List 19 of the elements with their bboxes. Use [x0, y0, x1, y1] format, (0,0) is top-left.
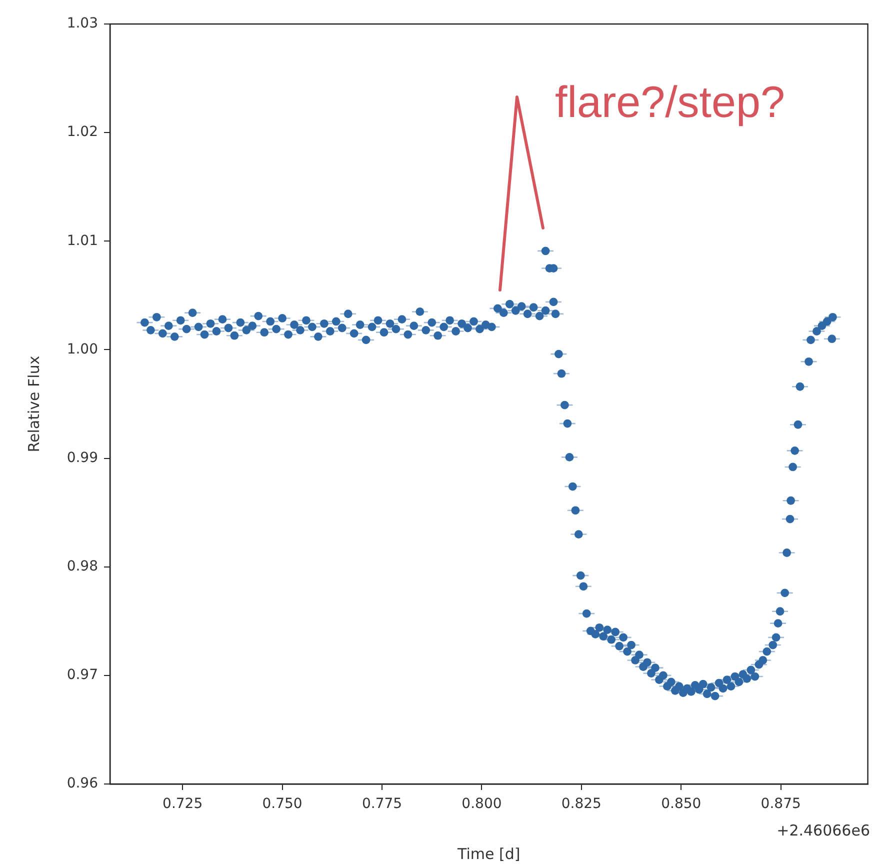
x-tick-label: 0.875: [760, 796, 801, 812]
y-tick-label: 1.03: [66, 16, 98, 32]
annotation: flare?/step?: [555, 78, 785, 127]
y-tick-label: 1.00: [66, 341, 98, 358]
x-tick-label: 0.800: [462, 796, 502, 812]
y-tick-label: 0.99: [66, 450, 98, 466]
y-tick-label: 1.02: [66, 124, 98, 140]
x-tick-label: 0.775: [362, 796, 402, 812]
x-tick-label: 0.825: [561, 796, 602, 812]
x-tick-label: 0.725: [162, 796, 203, 812]
x-axis-title: Time [d]: [456, 844, 520, 863]
y-tick-label: 0.98: [66, 558, 98, 574]
x-tick-label: 0.850: [661, 796, 702, 812]
y-tick-label: 1.01: [66, 232, 98, 249]
text: +2.46066e6: [776, 821, 870, 840]
x-tick-label: 0.750: [262, 796, 302, 812]
y-axis-title: Relative Flux: [24, 356, 43, 452]
y-tick-label: 0.96: [66, 776, 98, 792]
y-tick-label: 0.97: [66, 667, 98, 684]
